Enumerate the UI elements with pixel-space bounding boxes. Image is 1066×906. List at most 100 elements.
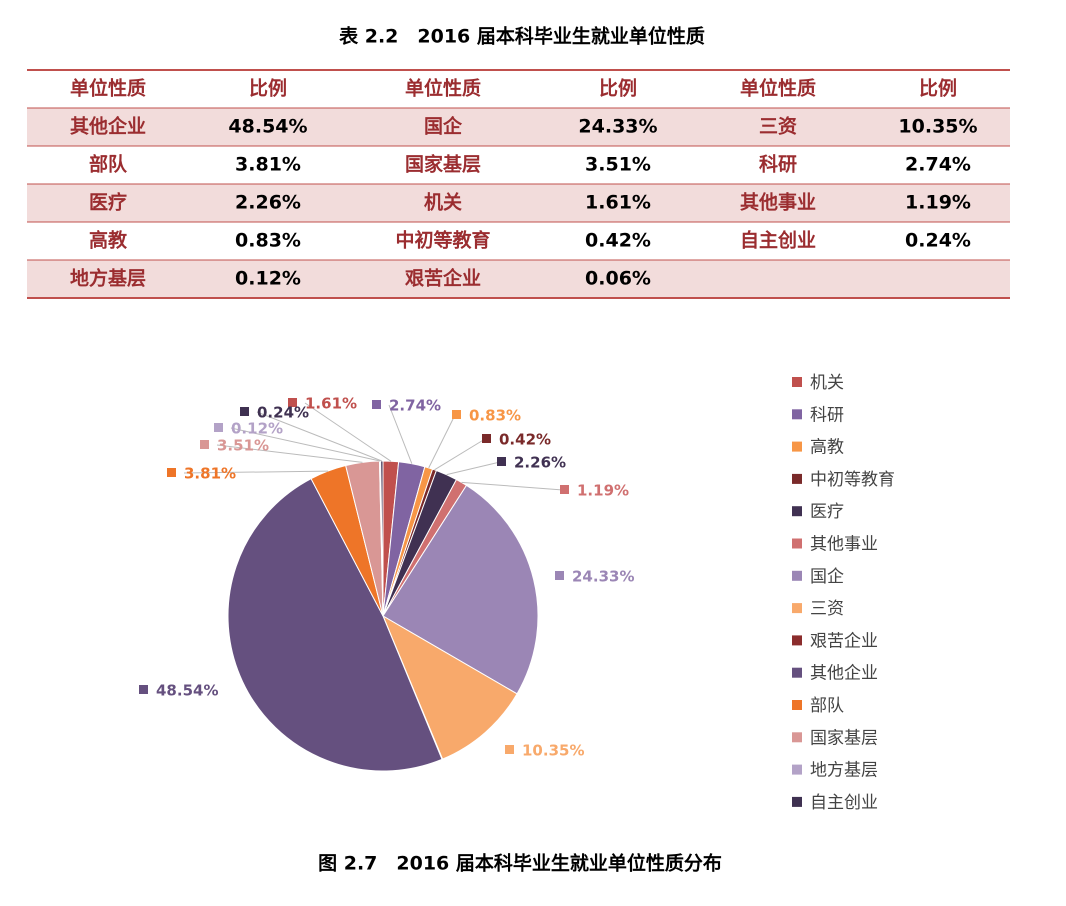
legend-marker [792, 732, 802, 743]
label-marker [505, 745, 514, 754]
table-cell: 0.83% [235, 230, 301, 252]
table-cell: 国家基层 [405, 153, 481, 176]
table-cell: 0.06% [585, 268, 651, 290]
table-cell: 三资 [759, 115, 797, 138]
header-cell: 单位性质 [740, 77, 816, 100]
value-label: 0.42% [499, 431, 551, 449]
label-marker [200, 440, 209, 449]
legend-marker [792, 700, 802, 710]
label-marker [555, 571, 564, 580]
legend-marker [792, 603, 802, 614]
value-label: 0.12% [231, 420, 283, 438]
table-cell: 科研 [759, 153, 797, 176]
table-cell: 1.19% [905, 192, 971, 214]
legend-marker [792, 667, 802, 678]
value-label: 48.54% [156, 682, 218, 700]
table-cell: 2.74% [905, 154, 971, 176]
legend-marker [792, 377, 802, 387]
leader-line [304, 402, 392, 462]
legend-label: 其他事业 [810, 535, 878, 555]
legend-label: 国家基层 [810, 728, 878, 748]
table-cell: 3.81% [235, 154, 301, 176]
label-marker [288, 398, 297, 407]
value-label: 0.83% [469, 407, 521, 425]
table-cell: 1.61% [585, 192, 651, 214]
leader-line [216, 444, 363, 463]
label-marker [214, 423, 223, 432]
legend-marker [792, 635, 802, 646]
leader-line [388, 404, 413, 464]
label-marker [560, 485, 569, 494]
label-marker [497, 457, 506, 466]
row-bg [27, 260, 1010, 298]
label-marker [167, 468, 176, 477]
value-label: 24.33% [572, 568, 634, 586]
leader-line [230, 427, 381, 462]
chart-caption: 图 2.7 2016 届本科毕业生就业单位性质分布 [318, 852, 722, 875]
value-label: 3.51% [217, 437, 269, 455]
table-cell: 艰苦企业 [404, 267, 481, 290]
pie-slice [381, 614, 518, 760]
legend-label: 其他企业 [810, 664, 878, 684]
legend-label: 艰苦企业 [810, 631, 878, 651]
label-marker [452, 410, 461, 419]
legend-label: 机关 [810, 373, 844, 393]
leader-line [256, 411, 383, 462]
legend-marker [792, 538, 802, 549]
legend-label: 三资 [810, 599, 844, 619]
legend-marker [792, 441, 802, 452]
table-cell: 24.33% [578, 116, 657, 138]
row-bg [27, 184, 1010, 222]
legend-label: 自主创业 [810, 793, 878, 813]
value-label: 0.24% [257, 404, 309, 422]
label-marker [482, 434, 491, 443]
label-marker [139, 685, 148, 694]
table-cell: 医疗 [89, 191, 127, 214]
pie-slice [382, 484, 539, 695]
header-cell: 比例 [919, 77, 957, 100]
legend-marker [792, 764, 802, 775]
legend-marker [792, 506, 802, 517]
legend-label: 高教 [810, 438, 844, 458]
table-cell: 中初等教育 [395, 229, 490, 252]
value-label: 1.19% [577, 482, 629, 500]
table-cell: 48.54% [228, 116, 307, 138]
label-marker [372, 400, 381, 409]
table-cell: 高教 [89, 229, 128, 252]
table-cell: 机关 [424, 191, 462, 214]
legend-label: 地方基层 [810, 761, 878, 781]
legend-marker [792, 796, 802, 807]
row-bg [27, 108, 1010, 146]
value-label: 2.26% [514, 454, 566, 472]
table-cell: 3.51% [585, 154, 651, 176]
leader-line [446, 461, 501, 476]
legend-label: 部队 [810, 696, 844, 716]
legend-marker [792, 473, 802, 484]
value-label: 10.35% [522, 742, 584, 760]
pie-slice [227, 478, 443, 772]
leader-line [428, 414, 456, 469]
header-cell: 单位性质 [70, 77, 146, 100]
table-cell: 地方基层 [70, 267, 146, 290]
value-label: 1.61% [305, 395, 357, 413]
legend-label: 科研 [810, 405, 844, 425]
header-cell: 单位性质 [405, 77, 481, 100]
table-cell: 0.42% [585, 230, 651, 252]
table-cell: 2.26% [235, 192, 301, 214]
legend-marker [792, 409, 802, 420]
leader-line [183, 470, 328, 474]
value-label: 2.74% [389, 397, 441, 415]
table-cell: 10.35% [898, 116, 977, 138]
table-title: 表 2.2 2016 届本科毕业生就业单位性质 [339, 25, 705, 48]
table-cell: 0.24% [905, 230, 971, 252]
table-cell: 其他企业 [70, 115, 146, 138]
header-cell: 比例 [599, 77, 637, 100]
legend-label: 国企 [810, 567, 844, 587]
table-cell: 其他事业 [740, 191, 816, 214]
leader-line [461, 481, 564, 491]
table-cell: 0.12% [235, 268, 301, 290]
legend-marker [792, 570, 802, 581]
legend-label: 中初等教育 [810, 470, 895, 490]
legend-label: 医疗 [810, 502, 844, 522]
